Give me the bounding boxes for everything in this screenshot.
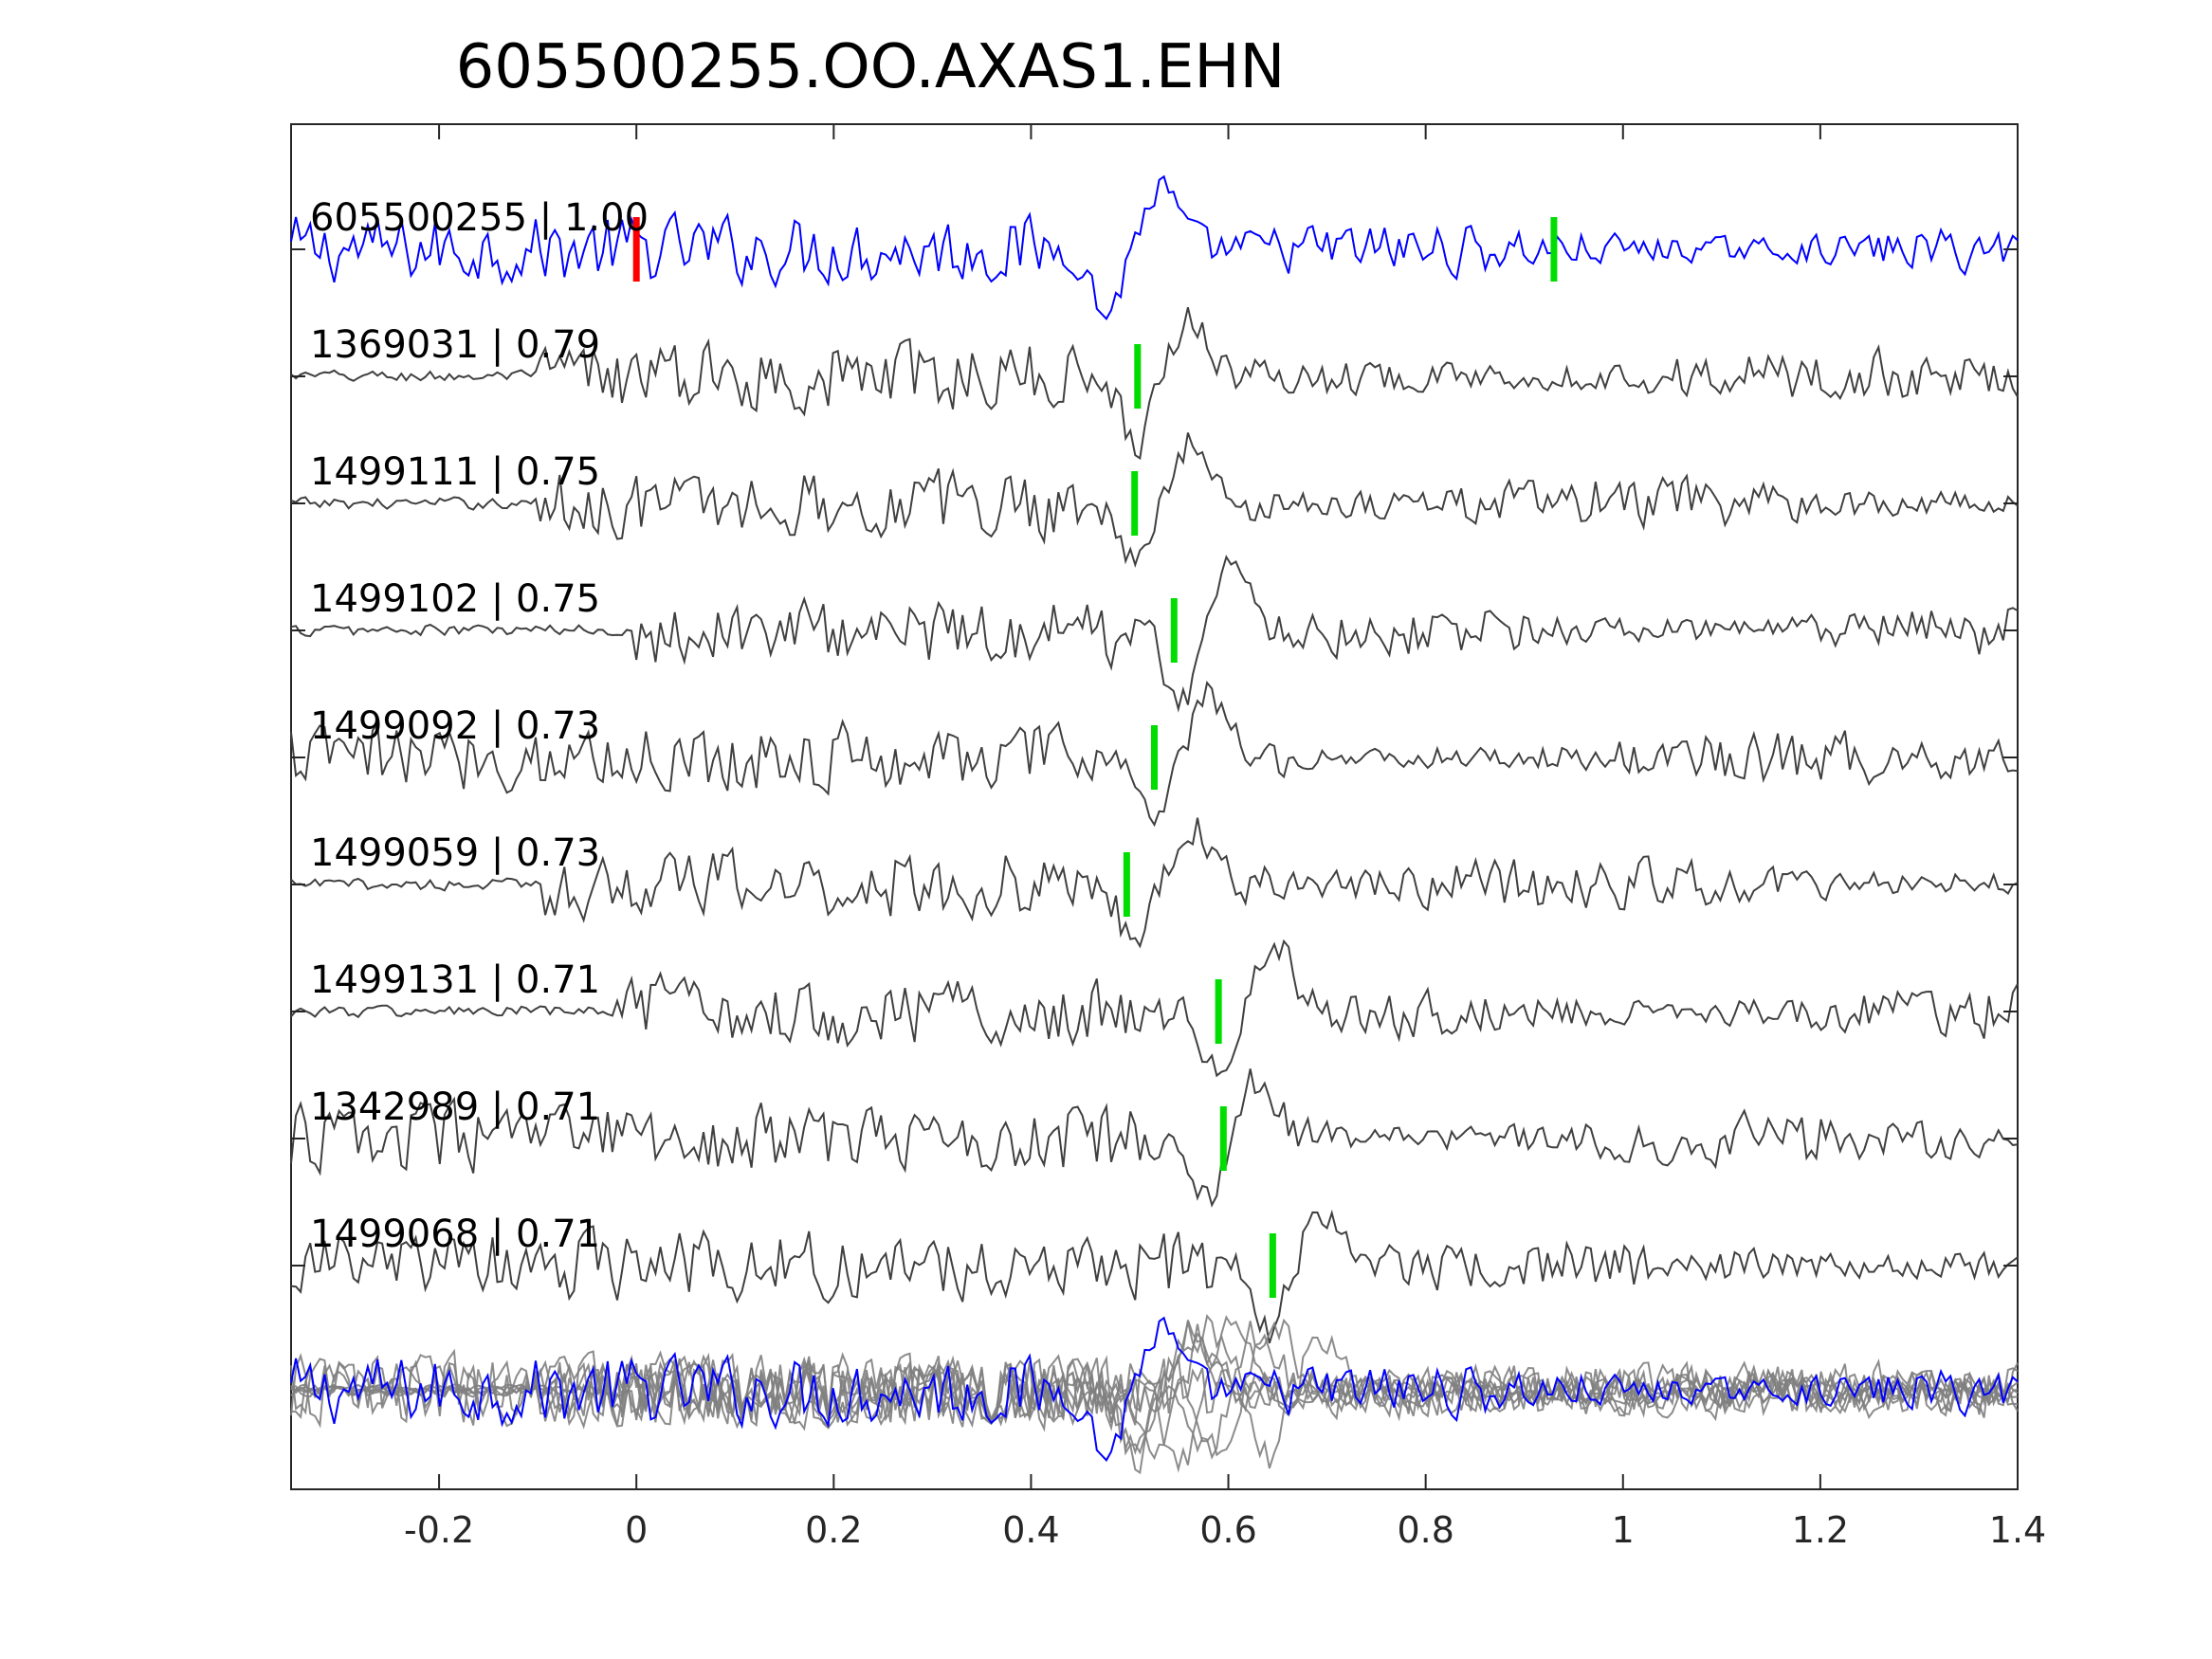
overlay-stack bbox=[290, 1313, 2019, 1475]
traces-layer bbox=[290, 174, 2019, 1344]
overlay-trace-1342989 bbox=[290, 1321, 2019, 1460]
trace-label-1499131: 1499131 | 0.71 bbox=[310, 958, 600, 1002]
trace-1499131 bbox=[290, 939, 2019, 1078]
trace-label-605500255: 605500255 | 1.00 bbox=[310, 196, 649, 240]
x-tick-label: 0.2 bbox=[805, 1509, 862, 1551]
trace-605500255 bbox=[290, 174, 2019, 320]
trace-1369031 bbox=[290, 306, 2019, 461]
trace-1342989 bbox=[290, 1068, 2019, 1208]
x-tick-label: 1.2 bbox=[1792, 1509, 1849, 1551]
trace-labels: 605500255 | 1.00 1369031 | 0.79 1499111 | … bbox=[310, 196, 649, 1256]
x-tick-label: 1.4 bbox=[1989, 1509, 2046, 1551]
trace-label-1499111: 1499111 | 0.75 bbox=[310, 450, 600, 494]
x-tick-label: -0.2 bbox=[404, 1509, 474, 1551]
overlay-trace-1499068 bbox=[290, 1334, 2019, 1469]
picks-layer bbox=[632, 217, 1558, 1298]
trace-1499102 bbox=[290, 555, 2019, 713]
trace-label-1499092: 1499092 | 0.73 bbox=[310, 704, 600, 748]
trace-label-1499059: 1499059 | 0.73 bbox=[310, 831, 600, 875]
trace-1499068 bbox=[290, 1209, 2019, 1344]
x-tick-label: 0 bbox=[625, 1509, 648, 1551]
trace-label-1499068: 1499068 | 0.71 bbox=[310, 1212, 600, 1256]
x-tick-label: 0.8 bbox=[1397, 1509, 1453, 1551]
x-tick-label: 1 bbox=[1612, 1509, 1635, 1551]
trace-label-1499102: 1499102 | 0.75 bbox=[310, 577, 600, 621]
trace-label-1369031: 1369031 | 0.79 bbox=[310, 323, 600, 367]
chart-title: 605500255.OO.AXAS1.EHN bbox=[456, 32, 1286, 102]
x-axis: -0.2 0 0.2 0.4 0.6 0.8 1 1.2 1.4 bbox=[291, 124, 2046, 1551]
trace-1499059 bbox=[290, 817, 2019, 949]
trace-1499111 bbox=[290, 432, 2019, 568]
x-tick-label: 0.6 bbox=[1199, 1509, 1256, 1551]
plot-area: 605500255 | 1.00 1369031 | 0.79 1499111 | … bbox=[290, 123, 2046, 1551]
overlay-trace-1499092 bbox=[290, 1313, 2019, 1461]
overlay-trace-605500255 bbox=[290, 1316, 2019, 1462]
x-tick-label: 0.4 bbox=[1002, 1509, 1059, 1551]
trace-1499092 bbox=[290, 680, 2019, 828]
trace-label-1342989: 1342989 | 0.71 bbox=[310, 1085, 600, 1129]
axes-frame bbox=[290, 123, 2019, 1490]
